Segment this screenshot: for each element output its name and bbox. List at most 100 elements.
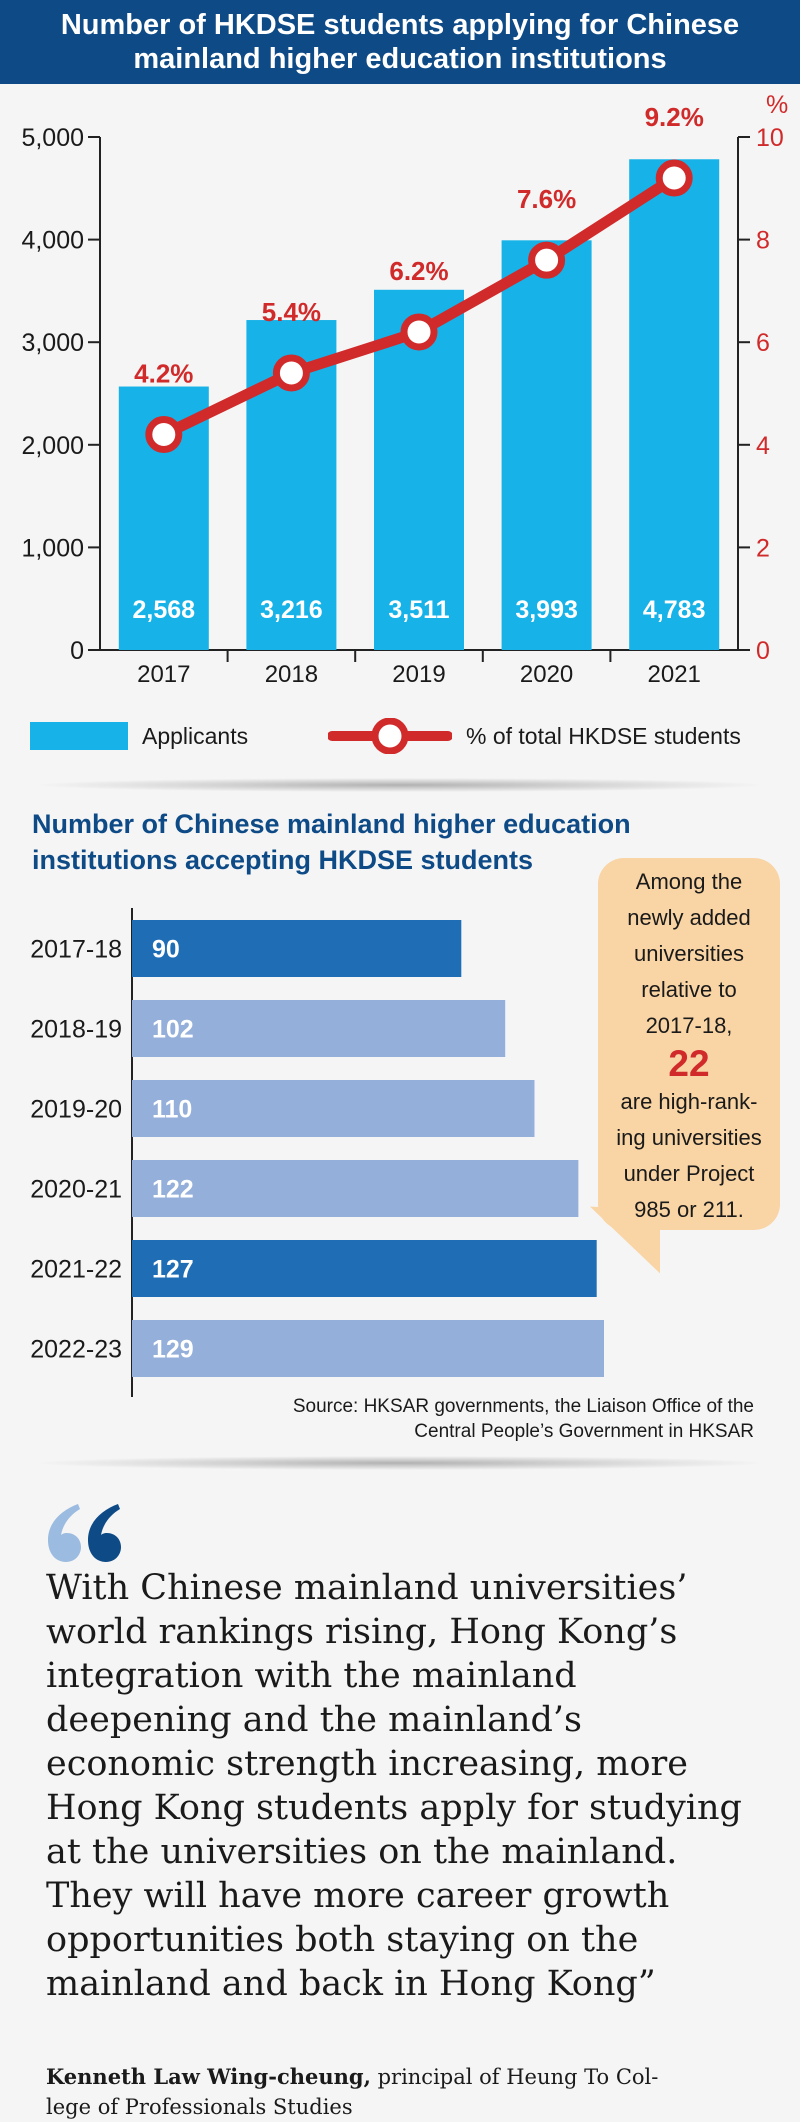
percent-point [272,354,310,392]
percent-label: 5.4% [262,297,321,327]
institution-bar [132,920,462,977]
quote-role-part1: principal of Heung To Col- [370,2065,659,2089]
institution-bar-value: 90 [152,936,180,964]
quote-line: opportunities both staying on the [46,1920,639,1960]
quote-line: Hong Kong students apply for studying [46,1788,742,1828]
right-tick-label: 4 [756,432,770,460]
legend-bar-swatch [30,722,128,750]
right-tick-label: 0 [756,637,770,665]
left-tick-label: 4,000 [21,227,84,255]
bubble-text-9: 985 or 211. [634,1197,744,1222]
left-tick-label: 2,000 [21,432,84,460]
legend-line-marker-icon [328,718,452,754]
percent-point [400,313,438,351]
speech-bubble: Among the newly added universities relat… [598,858,780,1230]
x-tick-label: 2018 [265,661,318,688]
right-tick-label: 10 [756,124,784,152]
right-tick-label: 8 [756,227,770,255]
institution-bar [132,1240,597,1297]
source-line-2: Central People’s Government in HKSAR [414,1421,754,1442]
institution-bar-value: 122 [152,1176,194,1204]
year-label: 2017-18 [30,936,122,964]
institution-bar-value: 129 [152,1336,194,1364]
institution-bar [132,1320,604,1377]
percent-label: 4.2% [134,359,193,389]
legend-applicants-label: Applicants [142,722,249,749]
quote-line: deepening and the mainland’s [46,1700,583,1740]
header-banner: Number of HKDSE students applying for Ch… [0,0,800,84]
bubble-highlight-number: 22 [668,1043,710,1084]
x-tick-label: 2020 [520,661,573,688]
bar-value-label: 2,568 [133,596,196,624]
bubble-text-5: 2017-18, [645,1013,733,1038]
institution-bar [132,1160,579,1217]
bubble-text-6: are high-rank- [620,1089,758,1114]
left-tick-label: 0 [70,637,84,665]
percent-label: 6.2% [389,256,448,286]
section2-title: Number of Chinese mainland higher educat… [32,806,712,878]
section2-title-line-2: institutions accepting HKDSE students [32,845,534,875]
bubble-text-1: Among the [635,869,743,894]
bubble-text-2: newly added [627,905,751,930]
quote-line: world rankings rising, Hong Kong’s [46,1612,678,1652]
source-line-1: Source: HKSAR governments, the Liaison O… [292,1396,754,1417]
source-note: Source: HKSAR governments, the Liaison O… [293,1394,754,1444]
year-label: 2018-19 [30,1016,122,1044]
divider-shadow [40,778,760,792]
quote-attribution: Kenneth Law Wing-cheung, principal of He… [46,2062,766,2122]
bubble-text-4: relative to [641,977,737,1002]
institution-bar [132,1080,535,1137]
right-tick-label: 2 [756,534,770,562]
bar [629,159,720,650]
quote-author: Kenneth Law Wing-cheung, [46,2064,371,2089]
percent-label: 9.2% [645,102,704,132]
legend-applicants: Applicants [30,718,248,754]
institution-bar-value: 110 [152,1096,192,1124]
percent-point [528,241,566,279]
left-tick-label: 1,000 [21,534,84,562]
attribution-line-1: Kenneth Law Wing-cheung, principal of He… [46,2062,766,2092]
attribution-line-2: lege of Professionals Studies [46,2095,353,2119]
x-tick-label: 2019 [392,661,445,688]
section2-title-line-1: Number of Chinese mainland higher educat… [32,809,631,839]
right-tick-label: 6 [756,329,770,357]
year-label: 2022-23 [30,1336,122,1364]
quote-mark-icon [48,1504,121,1562]
quote-line: With Chinese mainland universities’ [46,1568,688,1608]
bar-value-label: 3,216 [260,596,323,624]
quote-line: mainland and back in Hong Kong” [46,1964,656,2004]
left-tick-label: 5,000 [21,124,84,152]
year-label: 2021-22 [30,1256,122,1284]
applicants-chart: 0 1,000 2,000 3,000 4,000 5,000 0 2 4 6 8 10% 2017 20… [21,91,788,688]
institution-bar-value: 127 [152,1256,194,1284]
quote-line: economic strength increasing, more [46,1744,688,1784]
left-tick-label: 3,000 [21,329,84,357]
bar-value-label: 3,993 [515,596,578,624]
legend-percent-label: % of total HKDSE students [466,722,741,749]
percent-point [145,416,183,454]
right-axis-unit: % [766,91,788,119]
quote-line: integration with the mainland [46,1656,577,1696]
x-tick-label: 2017 [137,661,190,688]
bar [501,240,592,650]
header-title-line-2: mainland higher education institutions [133,43,667,75]
percent-point [655,159,693,197]
institution-bar [132,1000,506,1057]
percent-label: 7.6% [517,184,576,214]
year-label: 2020-21 [30,1176,122,1204]
bubble-text-8: under Project [623,1161,755,1186]
quote-block: With Chinese mainland universities’ worl… [46,1566,776,2006]
bar-value-label: 4,783 [643,596,706,624]
divider-shadow-2 [40,1456,760,1470]
institution-bar-value: 102 [152,1016,194,1044]
bar-value-label: 3,511 [388,596,449,624]
legend-percent: % of total HKDSE students [328,718,741,754]
institutions-chart: 90 2017-18 102 2018-19 110 2019-20 122 2020-21 1… [30,908,604,1397]
x-tick-label: 2021 [648,661,701,688]
header-title-line-1: Number of HKDSE students applying for Ch… [60,9,740,41]
bubble-text-3: universities [633,941,745,966]
bubble-text-7: ing universities [616,1125,762,1150]
quote-line: at the universities on the mainland. [46,1832,678,1872]
year-label: 2019-20 [30,1096,122,1124]
quote-line: They will have more career growth [46,1876,670,1916]
